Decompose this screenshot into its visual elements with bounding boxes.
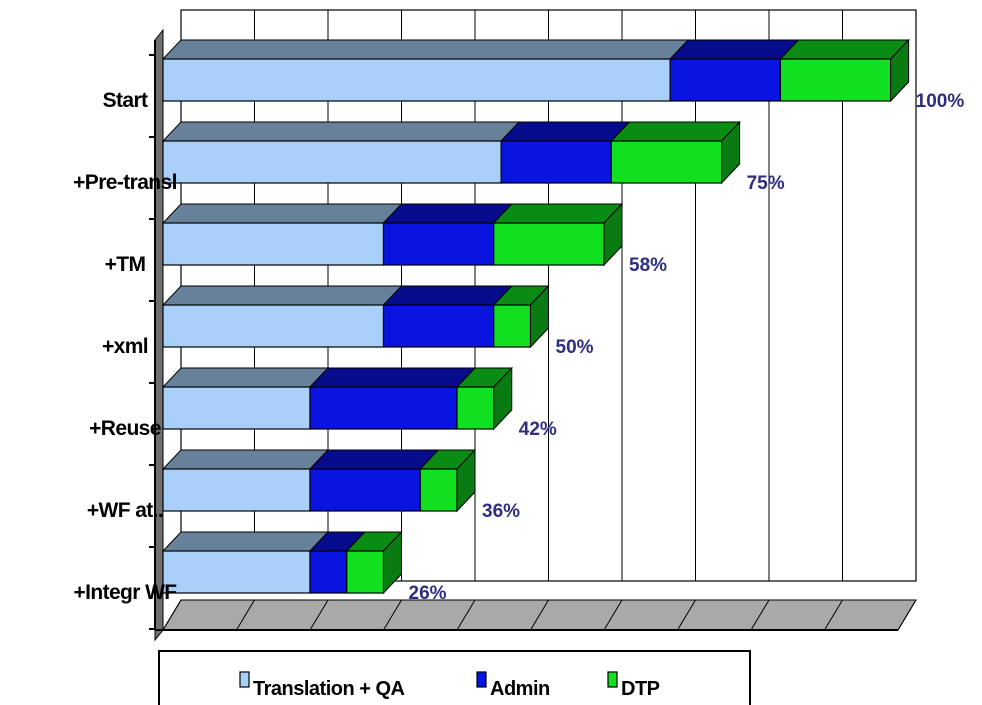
bar-segment <box>162 140 502 184</box>
bar-end <box>530 284 549 349</box>
bar-end <box>493 366 513 431</box>
total-label: 42% <box>519 419 557 440</box>
total-label: 50% <box>556 337 594 358</box>
bar-top <box>161 531 330 552</box>
total-label: 26% <box>409 583 447 604</box>
bar-top <box>499 121 631 142</box>
total-label: 75% <box>747 173 785 194</box>
bar-top <box>161 121 521 142</box>
bar-segment <box>162 222 385 266</box>
bar-segment <box>456 386 495 430</box>
bar-top <box>308 367 477 388</box>
bar-segment <box>162 468 311 512</box>
floor-gridline <box>824 599 843 631</box>
floor-gridline <box>677 599 696 631</box>
bar-end <box>456 448 476 513</box>
bar-segment <box>162 386 311 430</box>
bar-top <box>308 449 440 470</box>
total-labels: 100% 75% 58% 50% 42% 36% 26% <box>409 91 965 604</box>
bar-segment <box>610 140 723 184</box>
total-label: 36% <box>482 501 520 522</box>
bar-end <box>383 530 402 595</box>
legend-label: DTP <box>621 678 660 700</box>
legend-label: Translation + QA <box>253 678 405 700</box>
bar-end <box>603 202 623 267</box>
bar-end <box>721 120 741 185</box>
bar-top <box>161 203 403 224</box>
legend-swatch <box>476 671 487 688</box>
bar-top <box>161 449 330 470</box>
bar-segment <box>669 58 782 102</box>
bar-end <box>890 38 910 103</box>
bar-segment <box>500 140 612 184</box>
bar-segment <box>346 550 385 594</box>
side-wall <box>154 28 164 642</box>
bar-segment <box>493 304 532 348</box>
bar-top <box>382 203 513 224</box>
total-label: 58% <box>629 255 667 276</box>
floor-gridline <box>456 599 476 631</box>
bar-top <box>161 367 330 388</box>
floor-gridline <box>897 599 917 631</box>
legend-swatch <box>607 671 618 688</box>
bar-segment <box>382 222 495 266</box>
bar-top <box>668 39 800 60</box>
floor-gridline <box>530 599 549 631</box>
floor-gridline <box>383 599 402 631</box>
legend-swatch <box>239 671 250 688</box>
category-label: +TM <box>105 253 146 276</box>
bar-segment <box>309 550 348 594</box>
category-label: +Integr WF <box>73 581 177 604</box>
bar-segment <box>382 304 495 348</box>
floor-gridline <box>162 599 182 631</box>
bar-segment <box>779 58 892 102</box>
category-label: +xml <box>102 335 148 358</box>
category-label: Start <box>103 89 148 112</box>
floor-gridline <box>236 599 255 631</box>
bar-top <box>610 121 741 142</box>
category-label: +Reuse <box>89 417 161 440</box>
floor-gridline <box>309 599 329 631</box>
bar-segment <box>493 222 605 266</box>
category-label: +Pre-transl <box>73 171 177 194</box>
bar-top <box>492 203 624 224</box>
bar-segment <box>162 58 671 102</box>
category-labels: Start +Pre-transl +TM +xml +Reuse +WF at.. +In… <box>73 89 178 604</box>
bar-top <box>779 39 910 60</box>
bars <box>161 38 910 595</box>
bar-segment <box>162 304 385 348</box>
legend: Translation + QA Admin DTP <box>158 650 751 705</box>
bar-top <box>161 39 690 60</box>
bar-segment <box>309 468 421 512</box>
floor-gridline <box>603 599 623 631</box>
legend-box <box>158 650 751 705</box>
category-label: +WF at.. <box>87 499 163 522</box>
floor-gridline <box>750 599 770 631</box>
bar-top <box>161 285 403 306</box>
bar-segment <box>162 550 311 594</box>
bar-segment <box>419 468 458 512</box>
bar-segment <box>309 386 458 430</box>
legend-label: Admin <box>490 678 550 700</box>
total-label: 100% <box>916 91 965 112</box>
bar-top <box>382 285 513 306</box>
